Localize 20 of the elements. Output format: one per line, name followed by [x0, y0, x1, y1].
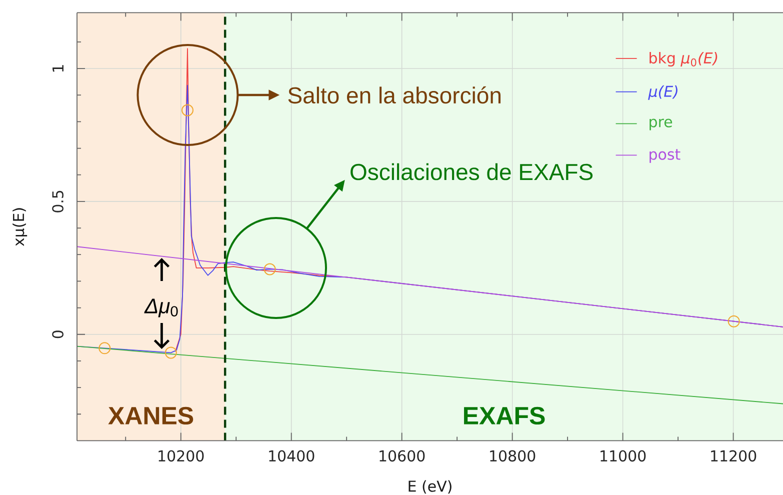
y-axis-title: xμ(E) [12, 208, 28, 246]
x-tick-label: 11200 [711, 450, 756, 462]
legend-label: post [650, 149, 680, 163]
band-label: XANES [108, 406, 194, 425]
y-tick-label: 1 [52, 65, 64, 72]
x-tick-label: 10600 [380, 450, 425, 462]
legend-label: pre [650, 118, 672, 130]
x-tick-label: 11000 [600, 450, 646, 462]
y-tick-label: 0.5 [52, 190, 64, 212]
x-axis-title: E (eV) [408, 480, 452, 494]
annotation: Salto en la absorción [288, 86, 501, 104]
annotation: Oscilaciones de EXAFS [350, 163, 593, 180]
y-tick-label: 0 [52, 330, 64, 338]
x-tick-label: 10200 [158, 450, 204, 462]
annotation: Δμ$_{0}$ [144, 298, 178, 318]
band-label: EXAFS [464, 406, 545, 425]
x-tick-label: 10400 [269, 450, 314, 462]
legend-label: μ(E) [648, 85, 678, 100]
legend-label: bkg μ$_{0}$(E) [650, 52, 718, 67]
x-tick-label: 10800 [490, 450, 536, 462]
